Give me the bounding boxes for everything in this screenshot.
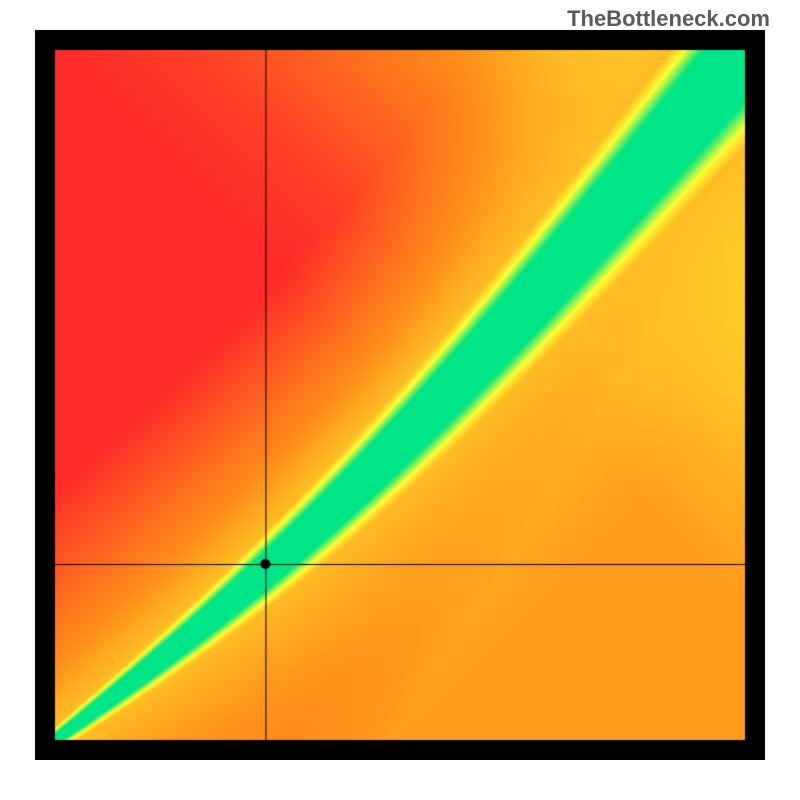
heatmap-canvas <box>35 30 765 760</box>
chart-container: TheBottleneck.com <box>0 0 800 800</box>
plot-frame <box>35 30 765 760</box>
watermark-text: TheBottleneck.com <box>567 6 770 32</box>
